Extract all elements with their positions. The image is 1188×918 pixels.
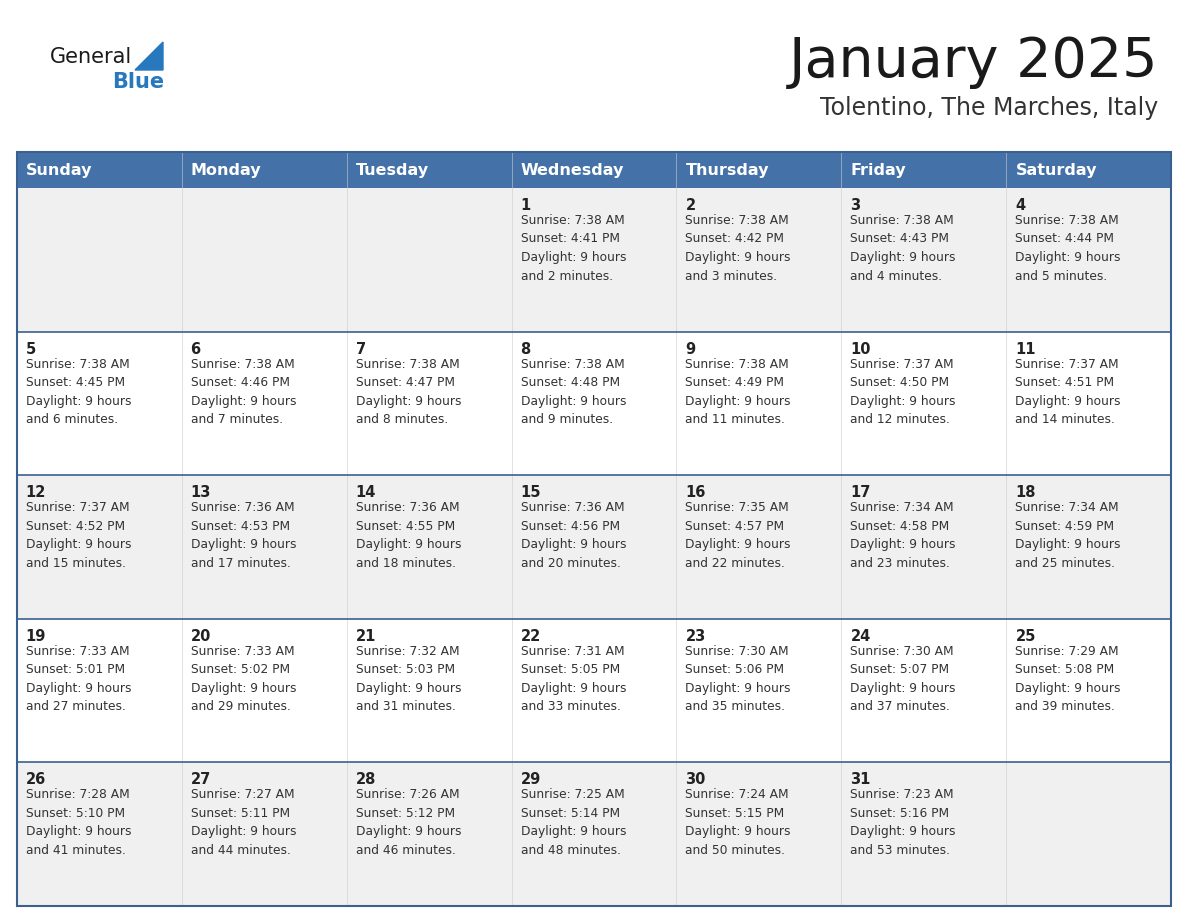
- Text: Sunrise: 7:36 AM
Sunset: 4:56 PM
Daylight: 9 hours
and 20 minutes.: Sunrise: 7:36 AM Sunset: 4:56 PM Dayligh…: [520, 501, 626, 570]
- Text: 19: 19: [26, 629, 46, 644]
- Text: Wednesday: Wednesday: [520, 162, 624, 177]
- Text: Sunrise: 7:38 AM
Sunset: 4:41 PM
Daylight: 9 hours
and 2 minutes.: Sunrise: 7:38 AM Sunset: 4:41 PM Dayligh…: [520, 214, 626, 283]
- Text: 24: 24: [851, 629, 871, 644]
- Text: 18: 18: [1016, 486, 1036, 500]
- Text: 20: 20: [190, 629, 211, 644]
- Text: Sunrise: 7:34 AM
Sunset: 4:58 PM
Daylight: 9 hours
and 23 minutes.: Sunrise: 7:34 AM Sunset: 4:58 PM Dayligh…: [851, 501, 956, 570]
- Text: 22: 22: [520, 629, 541, 644]
- Text: 21: 21: [355, 629, 375, 644]
- Text: Sunrise: 7:33 AM
Sunset: 5:02 PM
Daylight: 9 hours
and 29 minutes.: Sunrise: 7:33 AM Sunset: 5:02 PM Dayligh…: [190, 644, 296, 713]
- Text: 4: 4: [1016, 198, 1025, 213]
- Text: 3: 3: [851, 198, 860, 213]
- Text: Sunrise: 7:37 AM
Sunset: 4:52 PM
Daylight: 9 hours
and 15 minutes.: Sunrise: 7:37 AM Sunset: 4:52 PM Dayligh…: [26, 501, 131, 570]
- Text: Sunrise: 7:23 AM
Sunset: 5:16 PM
Daylight: 9 hours
and 53 minutes.: Sunrise: 7:23 AM Sunset: 5:16 PM Dayligh…: [851, 789, 956, 856]
- Text: Sunrise: 7:33 AM
Sunset: 5:01 PM
Daylight: 9 hours
and 27 minutes.: Sunrise: 7:33 AM Sunset: 5:01 PM Dayligh…: [26, 644, 131, 713]
- Bar: [17, 331, 1171, 476]
- Bar: [17, 619, 1171, 763]
- Text: 8: 8: [520, 341, 531, 356]
- Bar: [17, 152, 1171, 188]
- Text: 12: 12: [26, 486, 46, 500]
- Text: Sunrise: 7:31 AM
Sunset: 5:05 PM
Daylight: 9 hours
and 33 minutes.: Sunrise: 7:31 AM Sunset: 5:05 PM Dayligh…: [520, 644, 626, 713]
- Text: Sunrise: 7:37 AM
Sunset: 4:50 PM
Daylight: 9 hours
and 12 minutes.: Sunrise: 7:37 AM Sunset: 4:50 PM Dayligh…: [851, 358, 956, 426]
- Text: 26: 26: [26, 772, 46, 788]
- Text: Sunrise: 7:36 AM
Sunset: 4:53 PM
Daylight: 9 hours
and 17 minutes.: Sunrise: 7:36 AM Sunset: 4:53 PM Dayligh…: [190, 501, 296, 570]
- Text: Sunrise: 7:27 AM
Sunset: 5:11 PM
Daylight: 9 hours
and 44 minutes.: Sunrise: 7:27 AM Sunset: 5:11 PM Dayligh…: [190, 789, 296, 856]
- Text: 13: 13: [190, 486, 211, 500]
- Text: 9: 9: [685, 341, 696, 356]
- Text: 23: 23: [685, 629, 706, 644]
- Text: Sunrise: 7:25 AM
Sunset: 5:14 PM
Daylight: 9 hours
and 48 minutes.: Sunrise: 7:25 AM Sunset: 5:14 PM Dayligh…: [520, 789, 626, 856]
- Text: January 2025: January 2025: [789, 35, 1158, 89]
- Text: Sunrise: 7:38 AM
Sunset: 4:49 PM
Daylight: 9 hours
and 11 minutes.: Sunrise: 7:38 AM Sunset: 4:49 PM Dayligh…: [685, 358, 791, 426]
- Text: Sunrise: 7:37 AM
Sunset: 4:51 PM
Daylight: 9 hours
and 14 minutes.: Sunrise: 7:37 AM Sunset: 4:51 PM Dayligh…: [1016, 358, 1121, 426]
- Text: 30: 30: [685, 772, 706, 788]
- Text: General: General: [50, 47, 132, 67]
- Text: Friday: Friday: [851, 162, 906, 177]
- Text: Sunrise: 7:32 AM
Sunset: 5:03 PM
Daylight: 9 hours
and 31 minutes.: Sunrise: 7:32 AM Sunset: 5:03 PM Dayligh…: [355, 644, 461, 713]
- Text: 6: 6: [190, 341, 201, 356]
- Text: 25: 25: [1016, 629, 1036, 644]
- Polygon shape: [135, 42, 163, 70]
- Text: 11: 11: [1016, 341, 1036, 356]
- Text: 31: 31: [851, 772, 871, 788]
- Text: 16: 16: [685, 486, 706, 500]
- Text: Sunrise: 7:29 AM
Sunset: 5:08 PM
Daylight: 9 hours
and 39 minutes.: Sunrise: 7:29 AM Sunset: 5:08 PM Dayligh…: [1016, 644, 1121, 713]
- Text: Sunrise: 7:38 AM
Sunset: 4:47 PM
Daylight: 9 hours
and 8 minutes.: Sunrise: 7:38 AM Sunset: 4:47 PM Dayligh…: [355, 358, 461, 426]
- Text: Sunrise: 7:30 AM
Sunset: 5:06 PM
Daylight: 9 hours
and 35 minutes.: Sunrise: 7:30 AM Sunset: 5:06 PM Dayligh…: [685, 644, 791, 713]
- Text: 28: 28: [355, 772, 375, 788]
- Text: 1: 1: [520, 198, 531, 213]
- Text: 7: 7: [355, 341, 366, 356]
- Text: 10: 10: [851, 341, 871, 356]
- Text: Sunrise: 7:30 AM
Sunset: 5:07 PM
Daylight: 9 hours
and 37 minutes.: Sunrise: 7:30 AM Sunset: 5:07 PM Dayligh…: [851, 644, 956, 713]
- Text: Sunrise: 7:38 AM
Sunset: 4:43 PM
Daylight: 9 hours
and 4 minutes.: Sunrise: 7:38 AM Sunset: 4:43 PM Dayligh…: [851, 214, 956, 283]
- Text: 27: 27: [190, 772, 210, 788]
- Text: Thursday: Thursday: [685, 162, 769, 177]
- Text: 15: 15: [520, 486, 541, 500]
- Bar: [17, 763, 1171, 906]
- Text: 29: 29: [520, 772, 541, 788]
- Text: Sunrise: 7:24 AM
Sunset: 5:15 PM
Daylight: 9 hours
and 50 minutes.: Sunrise: 7:24 AM Sunset: 5:15 PM Dayligh…: [685, 789, 791, 856]
- Text: Monday: Monday: [190, 162, 261, 177]
- Text: Sunrise: 7:34 AM
Sunset: 4:59 PM
Daylight: 9 hours
and 25 minutes.: Sunrise: 7:34 AM Sunset: 4:59 PM Dayligh…: [1016, 501, 1121, 570]
- Text: Tolentino, The Marches, Italy: Tolentino, The Marches, Italy: [820, 96, 1158, 120]
- Text: Tuesday: Tuesday: [355, 162, 429, 177]
- Text: 14: 14: [355, 486, 375, 500]
- Bar: [17, 188, 1171, 331]
- Text: Saturday: Saturday: [1016, 162, 1097, 177]
- Text: Blue: Blue: [112, 72, 164, 92]
- Text: Sunday: Sunday: [26, 162, 93, 177]
- Text: Sunrise: 7:26 AM
Sunset: 5:12 PM
Daylight: 9 hours
and 46 minutes.: Sunrise: 7:26 AM Sunset: 5:12 PM Dayligh…: [355, 789, 461, 856]
- Text: Sunrise: 7:38 AM
Sunset: 4:48 PM
Daylight: 9 hours
and 9 minutes.: Sunrise: 7:38 AM Sunset: 4:48 PM Dayligh…: [520, 358, 626, 426]
- Text: Sunrise: 7:28 AM
Sunset: 5:10 PM
Daylight: 9 hours
and 41 minutes.: Sunrise: 7:28 AM Sunset: 5:10 PM Dayligh…: [26, 789, 131, 856]
- Text: Sunrise: 7:36 AM
Sunset: 4:55 PM
Daylight: 9 hours
and 18 minutes.: Sunrise: 7:36 AM Sunset: 4:55 PM Dayligh…: [355, 501, 461, 570]
- Text: Sunrise: 7:38 AM
Sunset: 4:45 PM
Daylight: 9 hours
and 6 minutes.: Sunrise: 7:38 AM Sunset: 4:45 PM Dayligh…: [26, 358, 131, 426]
- Text: Sunrise: 7:38 AM
Sunset: 4:46 PM
Daylight: 9 hours
and 7 minutes.: Sunrise: 7:38 AM Sunset: 4:46 PM Dayligh…: [190, 358, 296, 426]
- Text: 17: 17: [851, 486, 871, 500]
- Text: Sunrise: 7:38 AM
Sunset: 4:44 PM
Daylight: 9 hours
and 5 minutes.: Sunrise: 7:38 AM Sunset: 4:44 PM Dayligh…: [1016, 214, 1121, 283]
- Bar: [17, 152, 1171, 906]
- Bar: [17, 476, 1171, 619]
- Text: 5: 5: [26, 341, 36, 356]
- Text: Sunrise: 7:38 AM
Sunset: 4:42 PM
Daylight: 9 hours
and 3 minutes.: Sunrise: 7:38 AM Sunset: 4:42 PM Dayligh…: [685, 214, 791, 283]
- Text: 2: 2: [685, 198, 696, 213]
- Text: Sunrise: 7:35 AM
Sunset: 4:57 PM
Daylight: 9 hours
and 22 minutes.: Sunrise: 7:35 AM Sunset: 4:57 PM Dayligh…: [685, 501, 791, 570]
